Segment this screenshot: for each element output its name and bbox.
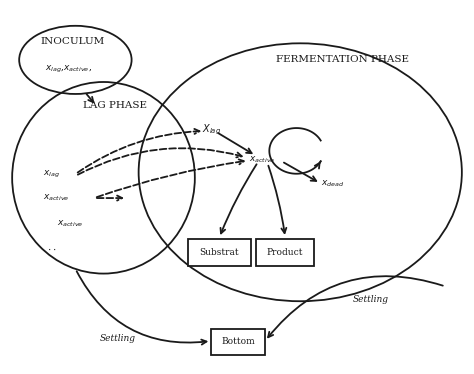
Text: $x_{lag}$,$x_{active}$,: $x_{lag}$,$x_{active}$, (45, 64, 92, 75)
Text: Settling: Settling (353, 295, 389, 304)
Text: $x_{active}$: $x_{active}$ (249, 154, 275, 165)
Text: Settling: Settling (100, 334, 136, 343)
Text: $x_{dead}$: $x_{dead}$ (321, 178, 345, 188)
Text: $X_{lag}$: $X_{lag}$ (202, 123, 221, 137)
Text: FERMENTATION PHASE: FERMENTATION PHASE (276, 55, 409, 64)
Text: Substrat: Substrat (200, 248, 239, 257)
Text: Bottom: Bottom (221, 337, 255, 346)
Text: $x_{active}$: $x_{active}$ (57, 218, 83, 229)
Text: LAG PHASE: LAG PHASE (83, 101, 147, 110)
FancyBboxPatch shape (211, 329, 265, 355)
Text: $\cdot\cdot$: $\cdot\cdot$ (47, 245, 57, 254)
Text: INOCULUM: INOCULUM (41, 37, 105, 46)
FancyBboxPatch shape (188, 239, 251, 266)
FancyBboxPatch shape (256, 239, 314, 266)
Text: Product: Product (267, 248, 303, 257)
Text: $x_{active}$: $x_{active}$ (43, 193, 69, 203)
Text: $x_{lag}$: $x_{lag}$ (43, 169, 60, 180)
